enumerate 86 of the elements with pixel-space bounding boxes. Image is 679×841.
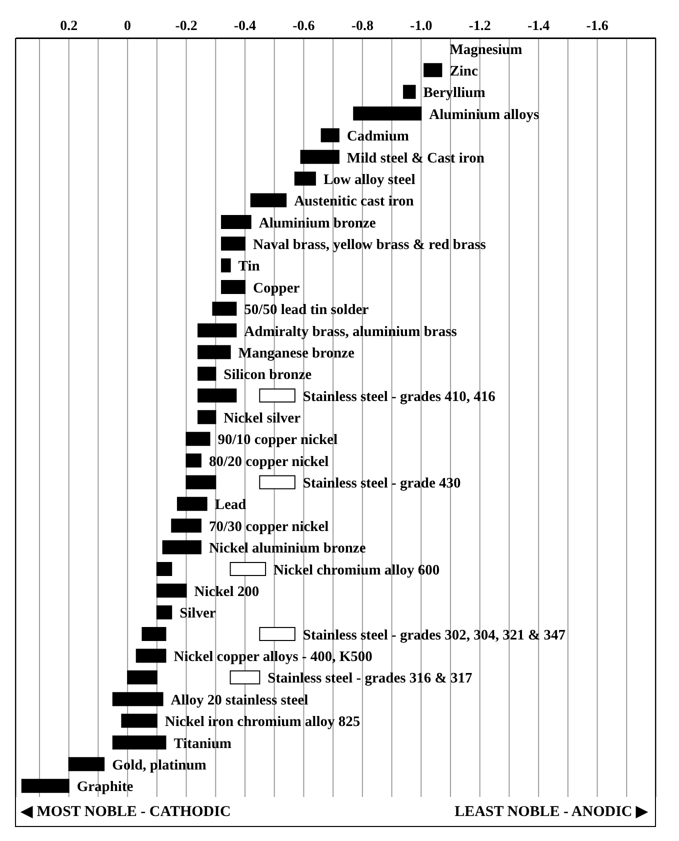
bar: [198, 345, 231, 360]
bar: [259, 475, 296, 490]
x-tick-label: -0.2: [175, 19, 198, 34]
x-tick-label: -0.6: [292, 19, 315, 34]
bar: [156, 562, 172, 576]
text: LEAST NOBLE - ANODIC ▶: [452, 802, 650, 821]
x-tick-label: -0.4: [234, 19, 256, 34]
bar: [230, 670, 260, 684]
bar: [424, 63, 442, 78]
y-tick-label: Stainless steel - grades 302, 304, 321 & 347: [302, 627, 566, 644]
bar: [186, 454, 202, 468]
bar: [127, 670, 158, 684]
y-tick-label: 90/10 copper nickel: [218, 432, 338, 448]
bar: [112, 692, 164, 706]
y-tick-label: Nickel chromium alloy 600: [274, 562, 440, 578]
bar: [221, 236, 246, 251]
y-tick-label: Stainless steel - grades 410, 416: [302, 388, 496, 405]
y-tick-label: Titanium: [174, 736, 232, 752]
y-tick-label: Tin: [238, 258, 260, 275]
y-tick-label: Nickel silver: [224, 410, 302, 426]
y-tick-label: Stainless steel - grades 316 & 317: [268, 670, 472, 687]
y-tick-label: Naval brass, yellow brass & red brass: [252, 237, 486, 254]
x-tick-label: -0.8: [351, 19, 374, 34]
bar: [320, 128, 340, 142]
bar: [136, 648, 166, 663]
bar: [176, 496, 208, 511]
bar: [353, 106, 422, 121]
bar: [230, 562, 266, 576]
bar: [221, 258, 231, 272]
bar: [250, 193, 287, 208]
y-tick-label: Nickel aluminium bronze: [208, 540, 366, 557]
y-tick-label: Austenitic cast iron: [294, 194, 414, 210]
bar: [21, 778, 70, 793]
y-tick-label: Lead: [214, 497, 246, 514]
bar: [212, 302, 237, 316]
bar: [198, 410, 216, 424]
x-tick-label: -1.2: [468, 19, 491, 34]
bar: [294, 172, 316, 186]
y-tick-label: Silver: [180, 606, 216, 622]
bar: [186, 475, 216, 490]
x-tick-label: 0: [124, 19, 132, 34]
bar: [156, 584, 187, 598]
bar: [156, 605, 172, 620]
y-tick-label: Gold, platinum: [112, 757, 206, 774]
y-tick-label: Copper: [252, 280, 300, 296]
y-tick-label: Silicon bronze: [224, 367, 312, 384]
y-tick-label: Manganese bronze: [238, 345, 356, 362]
bar: [112, 735, 166, 750]
y-tick-label: Graphite: [76, 779, 134, 796]
bar: [68, 757, 105, 772]
bar: [186, 432, 210, 446]
x-tick-label: -1.6: [586, 19, 608, 34]
bar: [198, 388, 237, 402]
bar: [403, 84, 416, 99]
x-tick-label: -1.4: [527, 19, 550, 34]
y-tick-label: 50/50 lead tin solder: [244, 302, 370, 318]
bar: [300, 150, 340, 164]
bar: [259, 627, 296, 642]
y-tick-label: Stainless steel - grade 430: [302, 476, 461, 492]
bar: [142, 627, 166, 642]
bar: [162, 540, 202, 554]
y-tick-label: Aluminium bronze: [258, 215, 376, 232]
y-tick-label: 80/20 copper nickel: [208, 454, 329, 470]
bar: [259, 388, 296, 402]
bar: [198, 366, 216, 381]
y-tick-label: Admiralty brass, aluminium brass: [244, 324, 458, 340]
y-tick-label: Alloy 20 stainless steel: [170, 692, 308, 708]
y-tick-label: Low alloy steel: [323, 172, 416, 188]
y-tick-label: Cadmium: [346, 128, 409, 145]
y-tick-label: Nickel 200: [194, 584, 260, 600]
bar: [121, 714, 158, 728]
bar: [198, 323, 237, 338]
y-tick-label: 70/30 copper nickel: [208, 518, 329, 535]
text: ◀ MOST NOBLE - CATHODIC: [19, 802, 233, 821]
x-tick-label: -1.0: [410, 19, 432, 34]
y-tick-label: Zinc: [450, 64, 478, 80]
bar: [221, 280, 246, 294]
bar: [171, 518, 202, 533]
bar: [221, 214, 252, 229]
x-tick-label: 0.2: [60, 19, 78, 34]
y-tick-label: Mild steel & Cast iron: [346, 150, 484, 166]
y-tick-label: Nickel copper alloys - 400, K500: [174, 649, 372, 666]
y-tick-label: Aluminium alloys: [429, 106, 540, 123]
y-tick-label: Magnesium: [450, 42, 522, 58]
y-tick-label: Beryllium: [423, 85, 486, 102]
y-tick-label: Nickel iron chromium alloy 825: [164, 714, 360, 730]
